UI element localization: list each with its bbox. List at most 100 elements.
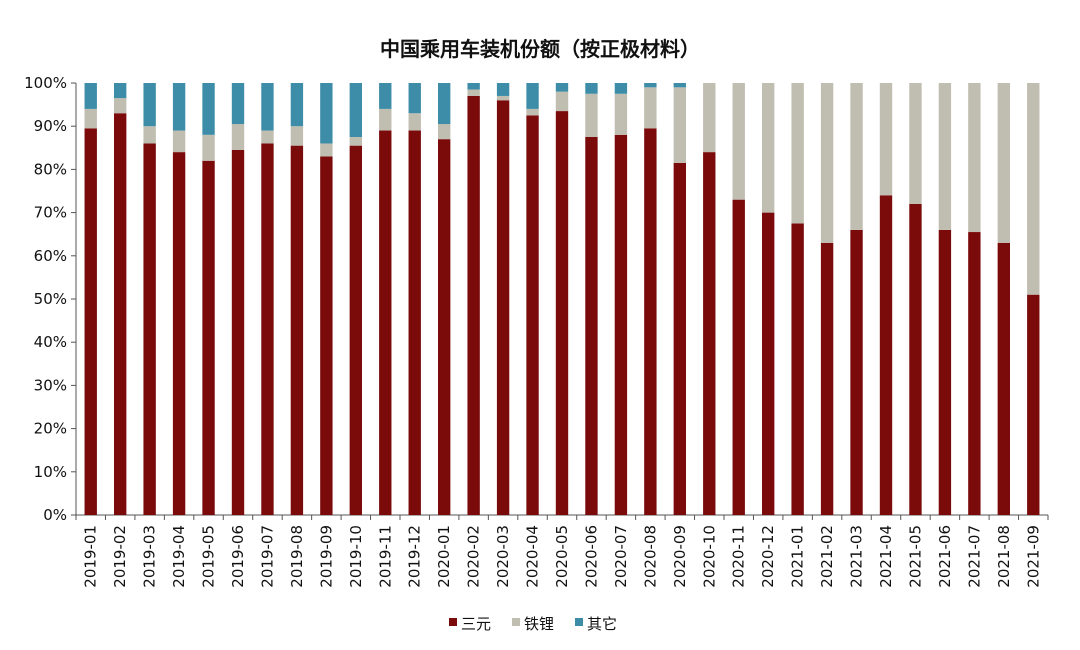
bar-segment — [820, 242, 834, 515]
bar-segment — [791, 83, 804, 224]
bar-segment — [909, 203, 922, 515]
bar-segment — [673, 87, 687, 163]
legend-swatch — [575, 618, 583, 626]
bar-segment — [555, 111, 569, 515]
x-tick-label: 2019-08 — [288, 525, 306, 588]
y-tick-label: 50% — [34, 290, 67, 308]
bar-segment — [408, 130, 421, 515]
bar-segment — [614, 134, 628, 515]
bar-segment — [791, 223, 804, 515]
bar-segment — [202, 134, 215, 161]
bar-segment — [761, 212, 775, 515]
y-tick-label: 40% — [34, 333, 67, 351]
x-tick-label: 2020-05 — [553, 525, 571, 588]
bar-segment — [320, 143, 333, 157]
x-tick-label: 2020-02 — [465, 525, 483, 588]
y-tick-label: 30% — [34, 376, 67, 394]
bar-segment — [408, 113, 421, 131]
bar-segment — [261, 130, 274, 144]
bar-segment — [909, 83, 922, 204]
bar-segment — [644, 128, 657, 516]
bar-segment — [172, 152, 186, 515]
bar-segment — [202, 83, 215, 135]
bar-segment — [879, 195, 893, 515]
bar-segment — [938, 229, 952, 515]
bar-segment — [968, 232, 981, 516]
bar-segment — [261, 143, 274, 516]
x-tick-label: 2020-12 — [759, 525, 777, 588]
bar-segment — [496, 95, 510, 101]
bar-segment — [968, 83, 981, 233]
bar-segment — [555, 83, 569, 92]
bar-segment — [437, 124, 451, 140]
bar-segment — [202, 160, 215, 515]
x-tick-label: 2019-07 — [258, 525, 276, 588]
bar-segment — [84, 83, 97, 109]
bar-segment — [614, 93, 628, 135]
x-tick-label: 2019-10 — [347, 525, 365, 588]
x-tick-label: 2021-04 — [877, 525, 895, 588]
bar-segment — [673, 162, 687, 516]
bar-segment — [467, 89, 480, 96]
bar-segment — [349, 145, 363, 515]
bar-segment — [349, 83, 363, 137]
x-tick-label: 2021-02 — [818, 525, 836, 588]
x-tick-label: 2019-11 — [376, 525, 394, 588]
x-tick-label: 2020-09 — [671, 525, 689, 588]
x-tick-label: 2020-03 — [494, 525, 512, 588]
bar-segment — [320, 156, 333, 515]
x-tick-label: 2019-04 — [170, 525, 188, 588]
legend: 三元 铁锂 其它 — [449, 615, 617, 633]
bar-segment — [408, 83, 421, 114]
y-tick-label: 20% — [34, 420, 67, 438]
bar-segment — [585, 83, 598, 94]
y-tick-label: 100% — [24, 74, 67, 92]
bar-segment — [143, 143, 156, 516]
plot-area: 0% 10% 20% 30% 40% 50% 60% 70% 80% 90% 100% 2019-01… — [24, 74, 1049, 588]
bar-segment — [437, 139, 451, 515]
legend-swatch — [512, 618, 520, 626]
y-tick-label: 10% — [34, 463, 67, 481]
y-tick-label: 80% — [34, 160, 67, 178]
chart-title: 中国乘用车装机份额（按正极材料） — [380, 37, 700, 61]
x-tick-label: 2020-10 — [700, 525, 718, 588]
bar-segment — [732, 199, 745, 515]
bar-segment — [231, 124, 245, 150]
bar-segment — [172, 83, 186, 131]
bar-segment — [997, 242, 1011, 515]
x-tick-label: 2019-02 — [111, 525, 129, 588]
x-tick-label: 2021-06 — [936, 525, 954, 588]
x-tick-label: 2021-07 — [965, 525, 983, 588]
bar-segment — [820, 83, 834, 243]
bar-segment — [379, 83, 392, 109]
bar-segment — [84, 108, 97, 129]
x-tick-label: 2019-06 — [229, 525, 247, 588]
legend-entry: 三元 — [461, 615, 491, 633]
bar-segment — [526, 108, 539, 116]
x-tick-label: 2020-08 — [641, 525, 659, 588]
bar-segment — [703, 83, 716, 153]
bar-segment — [673, 83, 687, 88]
bar-segment — [379, 108, 392, 131]
x-tick-label: 2019-09 — [317, 525, 335, 588]
bar-segment — [879, 83, 893, 196]
x-tick-label: 2021-09 — [1024, 525, 1042, 588]
x-tick-label: 2021-03 — [848, 525, 866, 588]
y-tick-label: 70% — [34, 204, 67, 222]
bar-segment — [231, 149, 245, 515]
x-tick-label: 2019-01 — [82, 525, 100, 588]
bar-segment — [379, 130, 392, 515]
bar-segment — [172, 130, 186, 153]
bar-segment — [467, 95, 480, 516]
bar-segment — [614, 83, 628, 94]
bar-segment — [997, 83, 1011, 243]
x-tick-label: 2019-12 — [406, 525, 424, 588]
bar-segment — [113, 113, 127, 516]
x-tick-label: 2021-05 — [906, 525, 924, 588]
bar-segment — [585, 137, 598, 515]
bar-segment — [143, 83, 156, 127]
legend-entry: 其它 — [587, 615, 617, 633]
bar-segment — [1027, 294, 1040, 515]
bar-segment — [703, 152, 716, 515]
